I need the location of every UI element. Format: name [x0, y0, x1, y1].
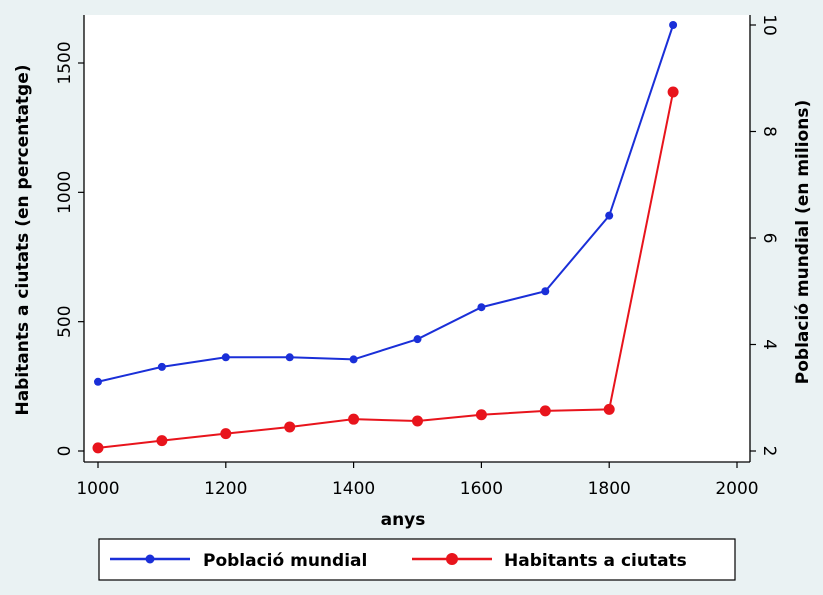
series-1-point: [667, 86, 679, 98]
y-right-tick-label: 10: [759, 14, 779, 36]
y-right-tick-label: 8: [759, 126, 779, 137]
y-right-tick-label: 4: [759, 339, 779, 350]
x-tick-label: 1400: [332, 479, 375, 499]
series-1-point: [475, 409, 487, 421]
series-0-point: [349, 355, 358, 364]
y-left-tick-label: 1500: [55, 41, 75, 84]
series-0-point: [477, 303, 486, 312]
y-left-tick-label: 0: [55, 446, 75, 457]
y-right-tick-label: 6: [759, 233, 779, 244]
legend-marker-city-inhabitants: [446, 553, 458, 565]
series-0-point: [669, 21, 678, 29]
series-1-point: [603, 403, 615, 415]
y-left-tick-label: 1000: [55, 171, 75, 214]
plot-area: 1000 1200 1400 1600 1800 2000 0 500 1000 1500 2 4 6 8…: [55, 14, 779, 499]
x-tick-label: 1800: [588, 479, 631, 499]
x-tick-label: 2000: [715, 479, 758, 499]
series-0-point: [221, 353, 230, 362]
y-right-tick-label: 2: [759, 446, 779, 457]
series-0-point: [157, 362, 166, 371]
x-axis-title: anys: [381, 510, 426, 530]
plot-background: [84, 15, 750, 462]
series-1-point: [156, 435, 168, 447]
series-0-point: [94, 377, 102, 386]
series-1-point: [412, 415, 423, 427]
x-tick-label: 1600: [460, 479, 503, 499]
x-tick-label: 1200: [204, 479, 247, 499]
legend: Població mundial Habitants a ciutats: [98, 538, 736, 581]
series-line-0: [97, 24, 675, 383]
y-axis-left-title: Habitants a ciutats (en percentatge): [13, 64, 33, 415]
series-1-point: [92, 442, 104, 454]
series-0-point: [605, 211, 614, 220]
legend-label-world-population: Població mundial: [203, 551, 367, 571]
series-0-point: [541, 287, 550, 296]
legend-label-city-inhabitants: Habitants a ciutats: [504, 551, 687, 571]
series-1-point: [284, 421, 296, 433]
series-0-point: [285, 353, 294, 362]
series-0-point: [413, 335, 422, 344]
series-line-1: [97, 91, 675, 449]
legend-marker-world-population: [145, 554, 155, 564]
series-1-point: [220, 428, 232, 440]
y-axis-right-title: Població mundial (en milions): [793, 100, 813, 384]
series-1-point: [348, 413, 360, 425]
x-tick-label: 1000: [76, 479, 119, 499]
series-1-point: [539, 405, 551, 417]
y-left-tick-label: 500: [55, 305, 75, 337]
